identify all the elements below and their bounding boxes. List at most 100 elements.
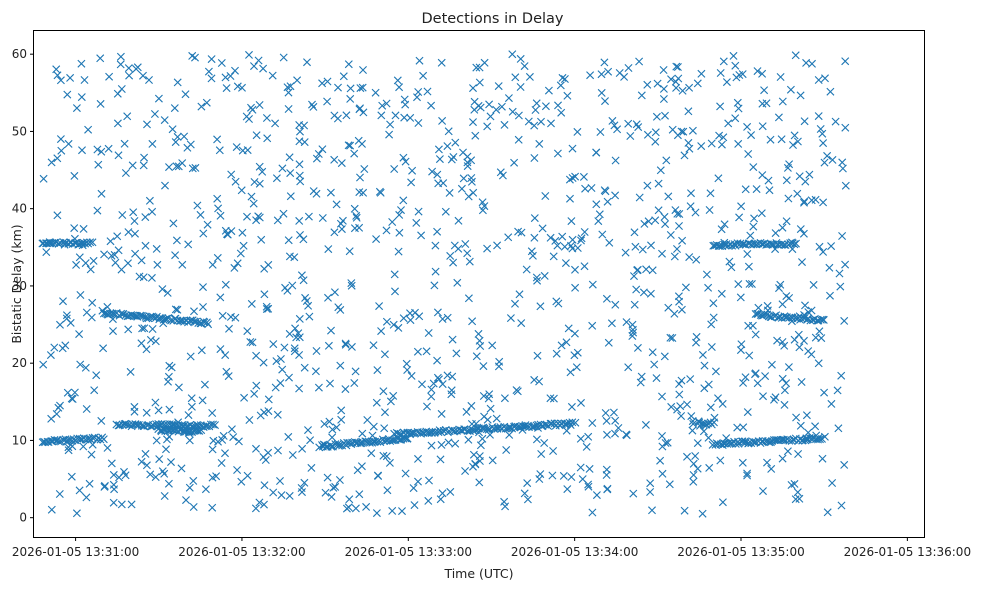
detection-marker xyxy=(41,438,50,447)
detection-marker xyxy=(370,437,378,446)
detection-marker xyxy=(70,388,79,397)
detection-marker xyxy=(444,127,453,136)
data-points xyxy=(38,50,850,518)
detection-marker xyxy=(710,418,718,427)
detection-marker xyxy=(382,317,391,326)
detection-marker xyxy=(39,239,48,248)
detection-marker xyxy=(379,451,388,460)
detection-marker xyxy=(814,112,823,121)
detection-marker xyxy=(164,377,172,386)
detection-marker xyxy=(127,500,136,509)
detection-marker xyxy=(641,420,650,429)
detection-marker xyxy=(165,163,173,172)
detection-marker xyxy=(689,477,698,486)
detection-marker xyxy=(96,54,105,63)
detection-marker xyxy=(800,198,808,207)
detection-marker xyxy=(722,78,731,87)
detection-marker xyxy=(835,269,844,278)
detection-marker xyxy=(341,385,350,394)
detection-marker xyxy=(459,148,467,157)
detection-marker xyxy=(700,361,709,370)
detection-marker xyxy=(218,311,227,320)
detection-marker xyxy=(838,164,847,173)
detection-marker xyxy=(320,420,329,428)
detection-marker xyxy=(299,276,308,285)
detection-marker xyxy=(76,360,85,369)
detection-marker xyxy=(761,310,769,319)
detection-marker xyxy=(75,330,84,339)
detection-marker xyxy=(77,59,86,68)
detection-marker xyxy=(130,217,139,225)
detection-marker xyxy=(433,308,442,317)
detection-marker xyxy=(380,350,389,359)
detection-marker xyxy=(796,91,805,100)
detection-marker xyxy=(300,121,309,130)
detection-marker xyxy=(191,163,200,172)
detection-marker xyxy=(459,174,468,183)
detection-marker xyxy=(511,299,519,308)
detection-marker xyxy=(477,424,486,432)
detection-marker xyxy=(818,129,827,138)
detection-marker xyxy=(88,298,97,307)
detection-marker xyxy=(837,371,846,380)
detection-marker xyxy=(227,425,236,434)
detection-marker xyxy=(643,80,652,89)
detection-marker xyxy=(741,185,750,194)
detection-marker xyxy=(474,101,483,110)
detection-marker xyxy=(114,151,123,160)
detection-marker xyxy=(530,375,539,384)
detection-marker xyxy=(183,143,192,152)
detection-marker xyxy=(453,278,462,287)
detection-marker xyxy=(312,347,321,355)
detection-marker xyxy=(396,430,404,439)
detection-marker xyxy=(369,341,378,350)
detection-marker xyxy=(409,429,417,437)
detection-marker xyxy=(496,168,505,177)
detection-marker xyxy=(777,135,786,144)
detection-marker xyxy=(734,439,743,448)
detection-marker xyxy=(64,139,73,148)
detection-marker xyxy=(55,490,64,498)
detection-marker xyxy=(597,70,606,79)
detection-marker xyxy=(160,116,169,125)
detection-marker xyxy=(716,69,725,77)
detection-marker xyxy=(293,76,302,85)
detection-marker xyxy=(492,414,501,423)
detection-marker xyxy=(382,226,391,235)
detection-marker xyxy=(406,113,415,122)
detection-marker xyxy=(414,88,423,96)
detection-marker xyxy=(171,305,180,314)
detection-marker xyxy=(659,95,668,103)
detection-marker xyxy=(331,482,340,491)
detection-marker xyxy=(457,184,466,193)
detection-marker xyxy=(811,195,820,204)
detection-marker xyxy=(561,259,570,268)
detection-marker xyxy=(638,245,647,254)
detection-marker xyxy=(504,233,513,242)
detection-marker xyxy=(520,62,529,71)
detection-marker xyxy=(517,319,526,328)
detection-marker xyxy=(782,217,791,226)
detection-marker xyxy=(463,249,472,258)
detection-marker xyxy=(530,214,539,223)
detection-marker xyxy=(611,191,620,200)
detection-marker xyxy=(812,435,820,444)
detection-marker xyxy=(87,450,96,459)
detection-marker xyxy=(304,301,313,310)
detection-marker xyxy=(137,457,146,466)
detection-marker xyxy=(794,330,803,339)
detection-marker xyxy=(522,265,531,274)
detection-marker xyxy=(546,233,555,242)
detection-marker xyxy=(467,401,476,410)
detection-marker xyxy=(630,300,639,309)
detection-marker xyxy=(632,120,641,129)
detection-marker xyxy=(811,333,820,342)
y-tick-label: 50 xyxy=(12,124,27,138)
detection-marker xyxy=(252,216,261,225)
detection-marker xyxy=(488,456,497,465)
detection-marker xyxy=(727,263,736,272)
detection-marker xyxy=(492,105,501,114)
detection-marker xyxy=(714,394,722,403)
detection-marker xyxy=(398,507,406,516)
detection-marker xyxy=(739,423,748,432)
